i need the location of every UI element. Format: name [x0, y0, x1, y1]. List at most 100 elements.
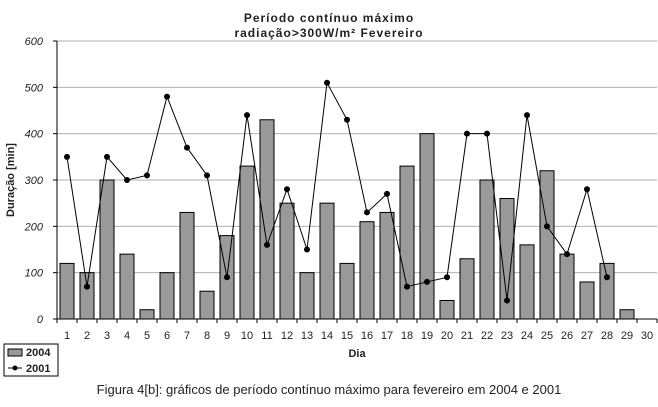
chart-title-line-2: radiação>300W/m² Fevereiro [234, 26, 423, 40]
bar-2004 [579, 281, 595, 320]
point-2001 [164, 93, 170, 100]
bar-2004 [519, 244, 535, 320]
point-2001 [404, 283, 410, 290]
point-2001 [564, 251, 570, 258]
x-tick-label: 23 [501, 330, 513, 342]
y-axis-title: Duração [min] [5, 143, 17, 217]
x-tick-label: 7 [184, 330, 190, 342]
bar-2004 [399, 165, 415, 320]
bar-2004 [59, 262, 75, 320]
x-tick-label: 1 [64, 330, 70, 342]
y-tick-label: 400 [25, 129, 44, 141]
point-2001 [544, 223, 550, 230]
point-2001 [304, 246, 310, 253]
x-tick-label: 25 [541, 330, 553, 342]
y-tick-label: 0 [37, 314, 44, 326]
bar-2004 [259, 119, 275, 320]
bar-2004 [559, 253, 575, 320]
bar-2004 [419, 133, 435, 320]
bar-2004 [539, 170, 555, 320]
y-tick-label: 200 [24, 221, 44, 233]
point-2001 [324, 79, 330, 86]
point-2001 [244, 112, 250, 119]
point-2001 [584, 186, 590, 193]
x-tick-label: 22 [481, 330, 493, 342]
x-tick-label: 20 [441, 330, 453, 342]
x-tick-label: 17 [381, 330, 393, 342]
x-tick-label: 5 [144, 330, 150, 342]
point-2001 [484, 130, 490, 137]
point-2001 [424, 278, 430, 285]
y-tick-label: 100 [25, 268, 44, 280]
point-2001 [604, 274, 610, 281]
point-2001 [184, 144, 190, 151]
bar-2004 [359, 221, 375, 320]
x-tick-label: 9 [224, 330, 230, 342]
point-2001 [384, 190, 390, 197]
bar-2004 [99, 179, 115, 320]
x-tick-label: 3 [104, 330, 110, 342]
bar-2004 [319, 202, 335, 320]
bar-2004 [379, 211, 395, 320]
point-2001 [464, 130, 470, 137]
point-2001 [444, 274, 450, 281]
legend-swatch-2004 [7, 348, 23, 357]
bar-2004 [239, 165, 255, 320]
x-tick-label: 13 [301, 330, 313, 342]
legend-label-2004: 2004 [26, 347, 51, 359]
bar-2004 [159, 272, 175, 320]
legend-label-2001: 2001 [26, 363, 50, 375]
bar-2004 [439, 299, 455, 320]
legend: 2004 2001 [3, 343, 59, 377]
x-tick-label: 8 [204, 330, 210, 342]
bar-2004 [79, 272, 95, 320]
x-tick-label: 15 [341, 330, 353, 342]
bar-2004 [479, 179, 495, 320]
y-tick-label: 300 [25, 175, 44, 187]
chart-svg: Período contínuo máximo radiação>300W/m²… [3, 11, 658, 377]
point-2001 [524, 112, 530, 119]
x-tick-label: 12 [281, 330, 293, 342]
x-tick-label: 26 [561, 330, 573, 342]
bar-2004 [119, 253, 135, 320]
x-tick-label: 16 [361, 330, 373, 342]
point-2001 [504, 297, 510, 304]
figure-caption: Figura 4[b]: gráficos de período contínu… [96, 382, 562, 397]
x-tick-label: 6 [164, 330, 170, 342]
y-tick-label: 500 [25, 82, 44, 94]
bar-2004 [599, 262, 615, 320]
bar-2004 [299, 272, 315, 320]
x-tick-label: 29 [621, 330, 633, 342]
point-2001 [344, 116, 350, 123]
x-tick-label: 19 [421, 330, 433, 342]
bar-2004 [459, 258, 475, 320]
point-2001 [264, 241, 270, 248]
bar-2004 [179, 211, 195, 320]
point-2001 [224, 274, 230, 281]
x-axis-title: Dia [348, 348, 366, 360]
bar-2004 [279, 202, 295, 320]
x-tick-label: 21 [461, 330, 473, 342]
point-2001 [64, 153, 70, 160]
point-2001 [84, 283, 90, 290]
point-2001 [284, 186, 290, 193]
x-tick-label: 10 [241, 330, 253, 342]
bar-2004 [139, 309, 155, 320]
point-2001 [124, 177, 130, 183]
bar-2004 [199, 290, 215, 320]
x-tick-label: 18 [401, 330, 413, 342]
bar-2004 [339, 262, 355, 320]
chart-title-line-1: Período contínuo máximo [244, 11, 414, 25]
x-tick-label: 28 [601, 330, 613, 342]
legend-marker-2001 [12, 365, 18, 371]
point-2001 [204, 172, 210, 179]
bar-2004 [619, 309, 635, 320]
point-2001 [104, 153, 110, 160]
x-tick-label: 24 [521, 330, 533, 342]
x-tick-label: 11 [261, 330, 272, 342]
line-2001 [66, 81, 608, 301]
x-tick-label: 27 [581, 330, 593, 342]
point-2001 [364, 209, 370, 216]
